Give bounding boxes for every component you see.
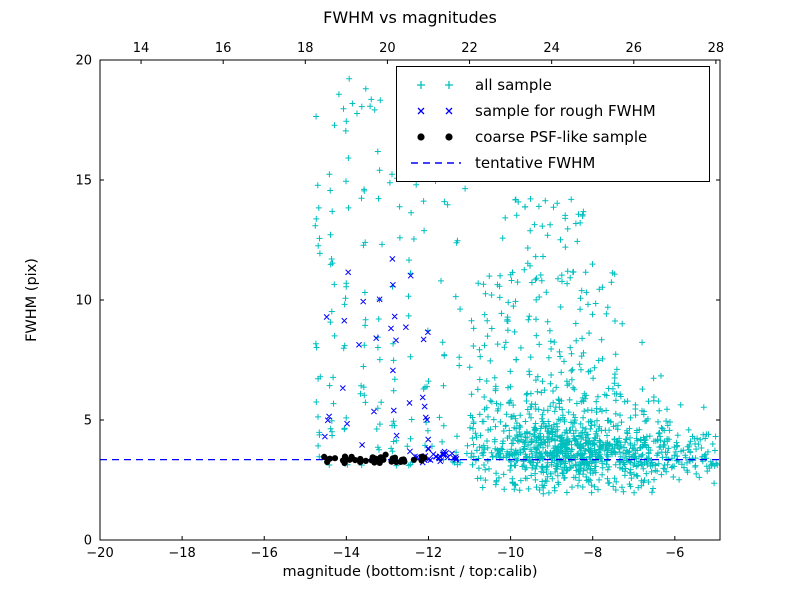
svg-text:−14: −14 [333,546,360,561]
svg-text:5: 5 [84,414,92,429]
legend-item-psf-sample: coarse PSF-like sample [401,125,705,149]
svg-text:−16: −16 [251,546,278,561]
svg-text:−20: −20 [86,546,113,561]
svg-text:20: 20 [379,41,396,56]
legend-item-label: sample for rough FWHM [475,102,656,120]
x-markers-icon [417,107,453,115]
svg-text:18: 18 [297,41,314,56]
plus-markers-icon [417,81,453,89]
svg-text:−10: −10 [497,546,524,561]
legend-item-all-sample: all sample [401,73,705,97]
y-axis-label: FWHM (pix) [24,258,40,342]
svg-text:15: 15 [75,174,92,189]
svg-text:20: 20 [75,54,92,69]
legend: all sample sample for rough FWHM coarse … [396,66,710,182]
legend-item-label: all sample [475,76,552,94]
legend-item-rough-fwhm: sample for rough FWHM [401,99,705,123]
legend-item-label: coarse PSF-like sample [475,128,648,146]
svg-text:−8: −8 [583,546,602,561]
svg-text:−12: −12 [415,546,442,561]
svg-text:16: 16 [215,41,232,56]
dashed-line-icon [411,162,461,164]
svg-text:−6: −6 [665,546,684,561]
svg-text:−18: −18 [168,546,195,561]
svg-text:28: 28 [708,41,725,56]
svg-text:26: 26 [626,41,643,56]
svg-text:0: 0 [84,534,92,549]
svg-text:24: 24 [543,41,560,56]
svg-text:10: 10 [75,294,92,309]
legend-item-label: tentative FWHM [475,154,596,172]
svg-text:22: 22 [461,41,478,56]
legend-item-tentative-fwhm: tentative FWHM [401,151,705,175]
x-axis-label: magnitude (bottom:isnt / top:calib) [282,564,538,580]
chart-title: FWHM vs magnitudes [323,8,497,27]
svg-text:14: 14 [133,41,150,56]
dot-markers-icon [417,133,453,141]
